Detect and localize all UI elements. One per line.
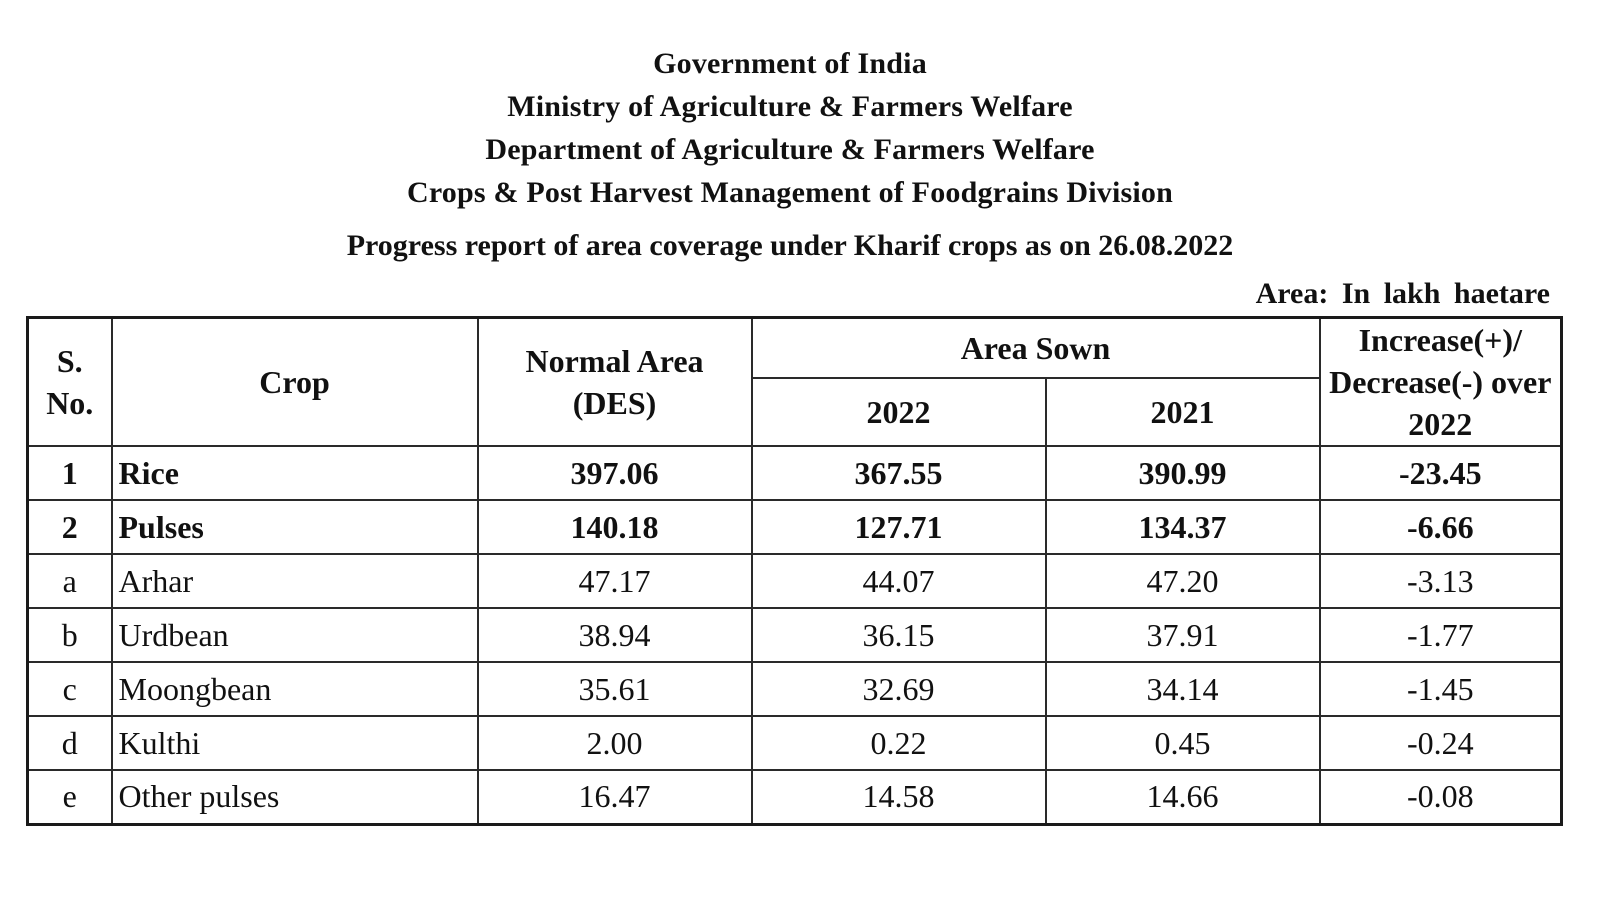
cell-area-2021: 134.37 <box>1044 499 1321 555</box>
cell-area-2021: 390.99 <box>1044 445 1321 501</box>
table-row: 1 Rice 397.06 367.55 390.99 -23.45 <box>26 445 1563 501</box>
cell-change: -3.13 <box>1318 553 1563 609</box>
cell-area-2021: 14.66 <box>1044 769 1321 825</box>
cell-normal-area: 38.94 <box>476 607 753 663</box>
cell-normal-area: 47.17 <box>476 553 753 609</box>
column-header-area-sown: Area Sown <box>750 316 1321 379</box>
table-row: c Moongbean 35.61 32.69 34.14 -1.45 <box>26 661 1563 717</box>
report-title: Progress report of area coverage under K… <box>346 229 1234 262</box>
table-row: e Other pulses 16.47 14.58 14.66 -0.08 <box>26 769 1563 825</box>
cell-crop: Urdbean <box>110 607 479 663</box>
cell-change: -1.45 <box>1318 661 1563 717</box>
cell-change: -0.08 <box>1318 769 1563 825</box>
column-header-2022: 2022 <box>750 376 1047 448</box>
cell-area-2022: 367.55 <box>750 445 1047 501</box>
cell-normal-area: 2.00 <box>476 715 753 771</box>
column-header-normal-area: Normal Area (DES) <box>476 316 753 447</box>
cell-area-2022: 127.71 <box>750 499 1047 555</box>
cell-normal-area: 16.47 <box>476 769 753 825</box>
cell-sno: 1 <box>26 445 113 501</box>
header-row-bottom: 2022 2021 <box>28 376 1562 448</box>
cell-sno: b <box>26 607 113 663</box>
cell-normal-area: 35.61 <box>476 661 753 717</box>
column-header-2021: 2021 <box>1044 376 1321 448</box>
header-department: Department of Agriculture & Farmers Welf… <box>485 133 1095 166</box>
cell-crop: Pulses <box>110 499 479 555</box>
table-row: b Urdbean 38.94 36.15 37.91 -1.77 <box>26 607 1563 663</box>
cell-area-2022: 0.22 <box>750 715 1047 771</box>
cell-normal-area: 140.18 <box>476 499 753 555</box>
cell-sno: 2 <box>26 499 113 555</box>
cell-area-2021: 0.45 <box>1044 715 1321 771</box>
table-row: a Arhar 47.17 44.07 47.20 -3.13 <box>26 553 1563 609</box>
table-row: 2 Pulses 140.18 127.71 134.37 -6.66 <box>26 499 1563 555</box>
table-row: d Kulthi 2.00 0.22 0.45 -0.24 <box>26 715 1563 771</box>
cell-crop: Arhar <box>110 553 479 609</box>
column-header-sno: S. No. <box>26 316 113 447</box>
cell-change: -6.66 <box>1318 499 1563 555</box>
cell-change: -23.45 <box>1318 445 1563 501</box>
table-body: 1 Rice 397.06 367.55 390.99 -23.45 2 Pul… <box>26 445 1563 825</box>
cell-area-2022: 32.69 <box>750 661 1047 717</box>
kharif-area-table: S. No. Crop Normal Area (DES) Area Sown … <box>26 316 1564 826</box>
cell-change: -1.77 <box>1318 607 1563 663</box>
cell-area-2021: 37.91 <box>1044 607 1321 663</box>
column-header-crop: Crop <box>110 316 479 447</box>
header-government: Government of India <box>653 47 927 80</box>
header-row-top: S. No. Crop Normal Area (DES) Area Sown … <box>26 316 1563 447</box>
header-division: Crops & Post Harvest Management of Foodg… <box>406 176 1174 209</box>
header-ministry: Ministry of Agriculture & Farmers Welfar… <box>507 90 1073 123</box>
cell-sno: a <box>26 553 113 609</box>
cell-crop: Other pulses <box>110 769 479 825</box>
cell-sno: e <box>26 769 113 825</box>
cell-sno: d <box>26 715 113 771</box>
area-unit-note: Area: In lakh haetare <box>1255 277 1550 310</box>
cell-area-2021: 47.20 <box>1044 553 1321 609</box>
cell-crop: Moongbean <box>110 661 479 717</box>
document-header: Government of India Ministry of Agricult… <box>0 42 1580 214</box>
cell-area-2021: 34.14 <box>1044 661 1321 717</box>
cell-area-2022: 44.07 <box>750 553 1047 609</box>
column-header-change: Increase(+)/ Decrease(-) over 2022 <box>1318 316 1563 447</box>
cell-area-2022: 14.58 <box>750 769 1047 825</box>
cell-crop: Kulthi <box>110 715 479 771</box>
cell-crop: Rice <box>110 445 479 501</box>
cell-area-2022: 36.15 <box>750 607 1047 663</box>
cell-sno: c <box>26 661 113 717</box>
cell-normal-area: 397.06 <box>476 445 753 501</box>
cell-change: -0.24 <box>1318 715 1563 771</box>
